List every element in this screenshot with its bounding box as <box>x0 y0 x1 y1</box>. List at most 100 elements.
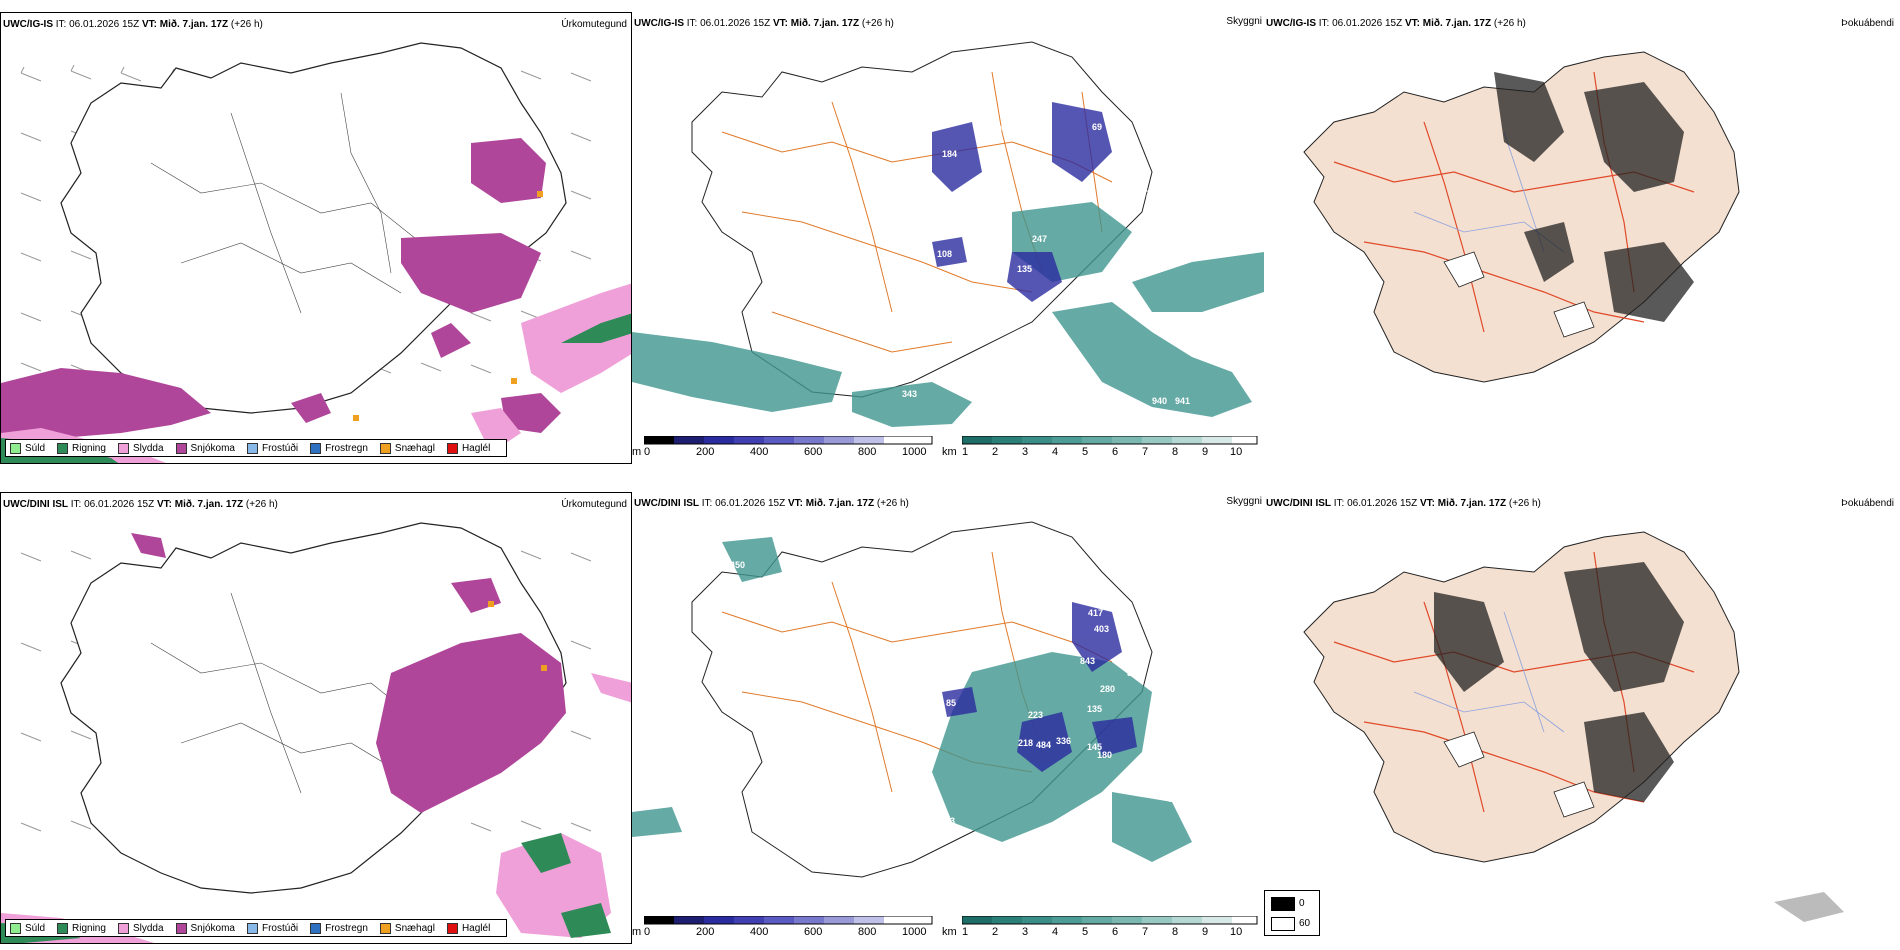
legend-item: Snæhagl <box>379 922 435 934</box>
precip-legend: Súld Rigning Slydda Snjókoma Frostúði Frostre… <box>5 919 508 937</box>
vis-num: 69 <box>1092 122 1102 132</box>
it-label: IT: <box>55 19 67 30</box>
fog-map-1 <box>1303 51 1740 383</box>
legend-label: Snæhagl <box>394 442 435 454</box>
vis-tick: 8 <box>1172 446 1179 458</box>
legend-swatch <box>246 442 258 454</box>
legend-swatch <box>57 442 69 454</box>
vis-num: 145 <box>1087 742 1102 752</box>
it-value: 06.01.2026 15Z <box>69 19 140 30</box>
legend-label: Haglél <box>461 442 491 454</box>
it-value: 06.01.2026 15Z <box>715 498 786 509</box>
vis-num: 180 <box>1097 750 1112 760</box>
header-row-1-fog: UWC/IG-IS IT: 06.01.2026 15Z VT: Mið. 7.… <box>1266 18 1526 29</box>
legend-swatch <box>10 922 21 934</box>
precip-map-1 <box>1 42 631 463</box>
vis-num: 343 <box>902 389 917 399</box>
panel-title: Úrkomutegund <box>561 19 627 30</box>
vis-num: 923 <box>1168 794 1183 804</box>
vis-tick: 5 <box>1082 446 1089 458</box>
visibility-panel-2: 450 417 403 580 843 280 384 85 223 218 4… <box>632 492 1264 944</box>
legend-item: Haglél <box>446 922 491 934</box>
vis-tick: 7 <box>1142 926 1149 938</box>
vt-label: VT: <box>772 18 788 29</box>
vis-num: 10 <box>992 124 1002 134</box>
legend-label: Súld <box>25 442 46 454</box>
vt-value: Mið. 7.jan. 17Z <box>159 19 229 30</box>
panel-title: Skyggni <box>1226 16 1262 27</box>
legend-label: Snjókoma <box>190 922 235 934</box>
legend-swatch <box>446 922 458 934</box>
legend-swatch <box>175 442 187 454</box>
vt-value: Mið. 7.jan. 17Z <box>174 499 244 510</box>
legend-item: Haglél <box>446 442 491 454</box>
legend-label: Frostúði <box>261 442 299 454</box>
panel-title: Skyggni <box>1226 496 1262 507</box>
vt-label: VT: <box>1404 18 1420 29</box>
vis-tick: 8 <box>1172 926 1179 938</box>
vis-num: 470 <box>1129 166 1144 176</box>
legend-swatch <box>246 922 258 934</box>
fog-panel-2: Þokuábendi <box>1264 492 1900 944</box>
visibility-unit: km <box>942 926 957 938</box>
vis-tick: 6 <box>1112 446 1119 458</box>
vis-num: 90 <box>1202 416 1212 426</box>
legend-swatch <box>310 442 322 454</box>
visibility-colorbar <box>962 916 1258 925</box>
it-label: IT: <box>1333 498 1345 509</box>
vis-num: 223 <box>1028 710 1043 720</box>
it-value: 06.01.2026 15Z <box>700 18 771 29</box>
ceiling-tick: 1000 <box>902 446 927 458</box>
vis-tick: 10 <box>1230 446 1243 458</box>
precip-type-panel-1: UWC/IG-IS IT: 06.01.2026 15Z VT: Mið. 7.… <box>0 12 632 464</box>
lead-time: (+26 h) <box>876 498 909 509</box>
vt-label: VT: <box>141 19 157 30</box>
vis-num: 417 <box>1088 608 1103 618</box>
it-value: 06.01.2026 15Z <box>1332 18 1403 29</box>
model-name: UWC/IG-IS <box>634 18 684 29</box>
ceiling-tick: 1000 <box>902 926 927 938</box>
vt-label: VT: <box>156 499 172 510</box>
legend-item: Slydda <box>117 442 164 454</box>
fog-white-swatch <box>1271 917 1295 931</box>
vis-num: 30 <box>1087 289 1097 299</box>
precip-map-2 <box>1 522 631 943</box>
vis-tick: 5 <box>1082 926 1089 938</box>
vis-num: 41 <box>1227 416 1237 426</box>
model-name: UWC/IG-IS <box>3 19 53 30</box>
legend-label: Súld <box>25 922 46 934</box>
fog-white-label: 60 <box>1299 918 1311 929</box>
visibility-scale: km 1 2 3 4 5 6 7 8 9 10 <box>942 916 1262 940</box>
legend-swatch <box>10 442 21 454</box>
legend-item: Slydda <box>117 922 164 934</box>
legend-label: Haglél <box>461 922 491 934</box>
panel-title: Þokuábendi <box>1841 498 1894 509</box>
panel-title: Úrkomutegund <box>561 499 627 510</box>
vis-tick: 1 <box>962 446 969 458</box>
fog-legend-2: 0 60 <box>1264 890 1320 936</box>
vis-num: 184 <box>942 149 957 159</box>
fog-map-2 <box>1303 531 1844 922</box>
vis-tick: 9 <box>1202 446 1209 458</box>
legend-swatch <box>379 922 391 934</box>
vis-tick: 4 <box>1052 926 1059 938</box>
vis-tick: 2 <box>992 446 999 458</box>
vis-num: 108 <box>937 249 952 259</box>
header-row-1: UWC/IG-IS IT: 06.01.2026 15Z VT: Mið. 7.… <box>3 19 263 30</box>
vis-num: 484 <box>1036 740 1051 750</box>
vis-tick: 10 <box>1230 926 1243 938</box>
vis-num: 280 <box>1100 684 1115 694</box>
vt-value: Mið. 7.jan. 17Z <box>1422 18 1492 29</box>
legend-swatch <box>446 442 458 454</box>
it-label: IT: <box>686 18 698 29</box>
legend-item: Snjókoma <box>175 442 235 454</box>
lead-time: (+26 h) <box>230 19 263 30</box>
ceiling-unit: m <box>632 446 642 458</box>
ceiling-scale: m 0 200 400 600 800 1000 <box>632 436 933 460</box>
legend-swatch <box>117 442 129 454</box>
fog-black-swatch <box>1271 897 1295 911</box>
vis-num: 384 <box>1127 668 1142 678</box>
legend-item: Frostúði <box>246 442 299 454</box>
it-label: IT: <box>1318 18 1330 29</box>
vis-num: 371 <box>1140 189 1155 199</box>
